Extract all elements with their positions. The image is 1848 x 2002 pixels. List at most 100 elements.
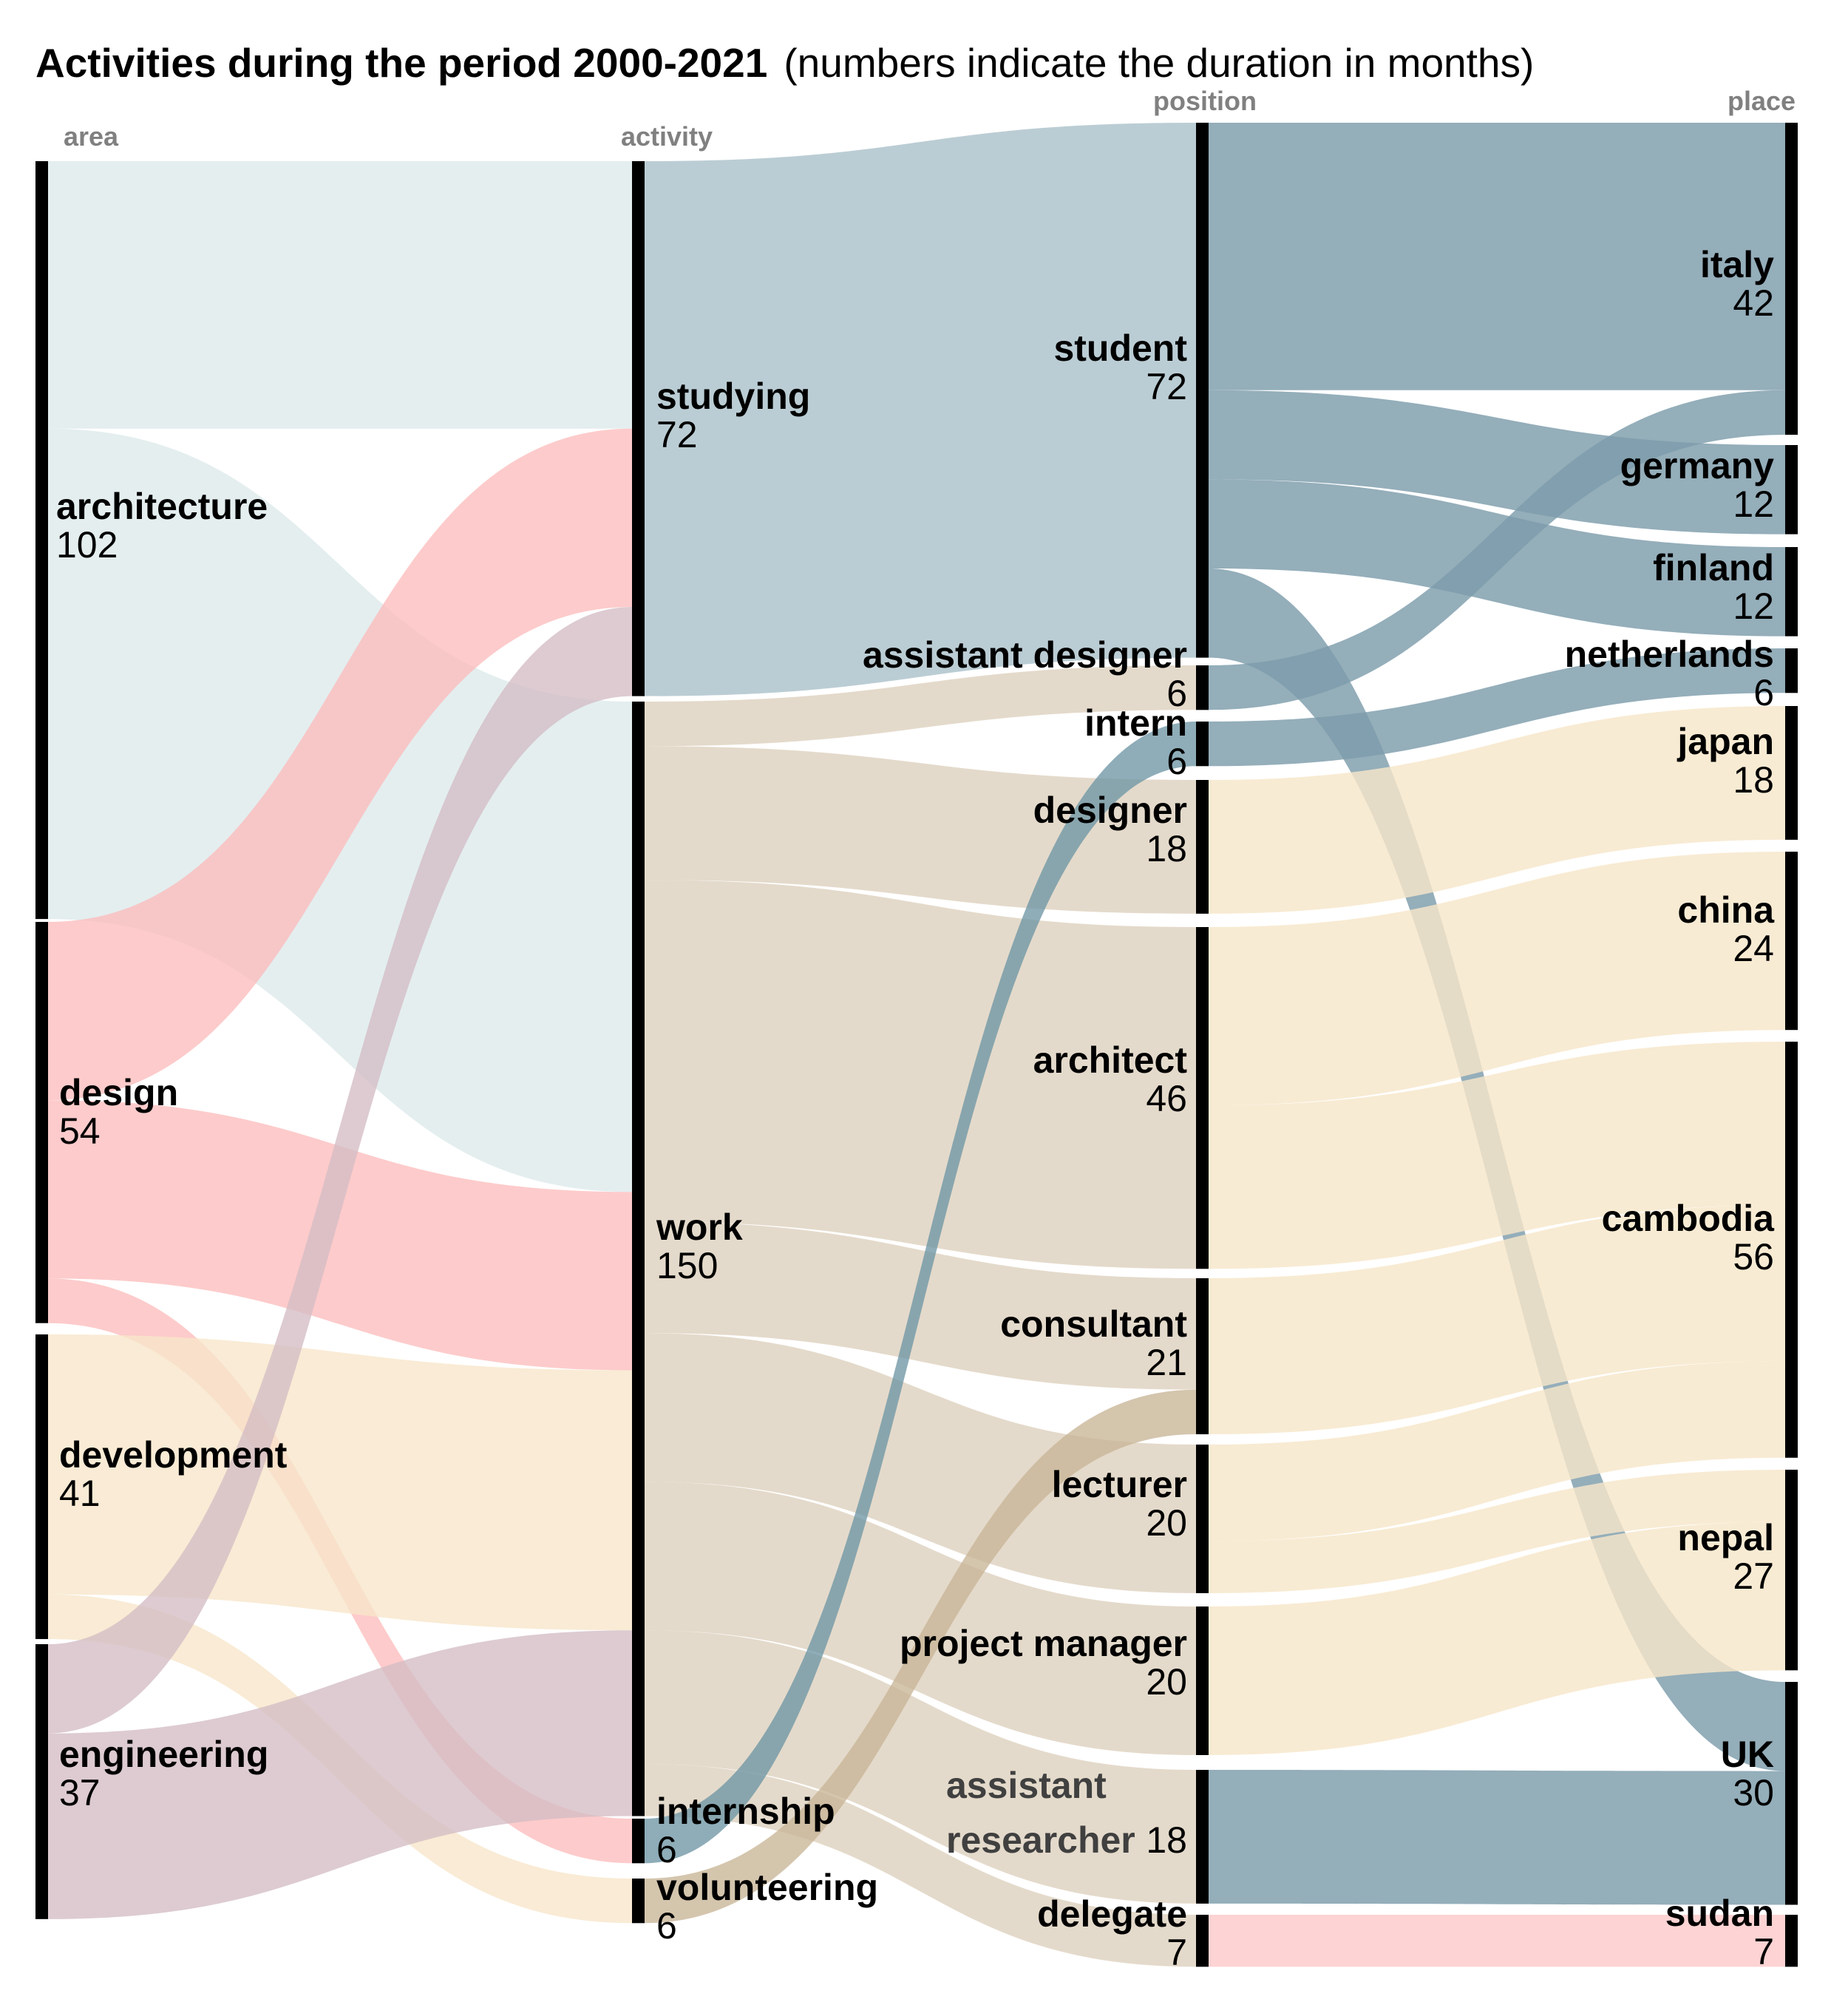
node-value-netherlands: 6 bbox=[1753, 672, 1774, 713]
node-value-china: 24 bbox=[1733, 928, 1774, 969]
node-label-japan: japan bbox=[1677, 721, 1774, 762]
node-bar-engineering bbox=[35, 1644, 48, 1919]
sankey-nodes bbox=[35, 123, 1798, 1967]
link-intern-to-netherlands bbox=[1209, 648, 1785, 767]
link-design-to-studying bbox=[48, 428, 632, 1101]
node-label-netherlands: netherlands bbox=[1565, 634, 1774, 675]
link-internship-to-intern bbox=[645, 722, 1196, 1864]
node-value-nepal: 27 bbox=[1733, 1555, 1774, 1597]
node-label-consultant: consultant bbox=[1000, 1303, 1187, 1345]
node-value-volunteering: 6 bbox=[656, 1905, 677, 1947]
node-label-student: student bbox=[1053, 328, 1187, 369]
link-studying-to-student bbox=[645, 123, 1196, 696]
node-value-sudan: 7 bbox=[1753, 1931, 1774, 1972]
sankey-links bbox=[48, 123, 1785, 1967]
node-label-assistant-researcher-line1: assistant bbox=[946, 1765, 1107, 1806]
node-label-assistant-researcher-line2: researcher bbox=[946, 1819, 1135, 1861]
node-value-development: 41 bbox=[59, 1473, 101, 1514]
link-work-to-assistant-designer bbox=[645, 665, 1196, 747]
node-bar-finland bbox=[1785, 547, 1798, 637]
node-label-design: design bbox=[59, 1072, 178, 1113]
node-value-studying: 72 bbox=[656, 414, 698, 455]
node-label-designer: designer bbox=[1033, 790, 1187, 831]
node-value-finland: 12 bbox=[1733, 586, 1774, 627]
node-bar-project-manager bbox=[1196, 1606, 1209, 1755]
node-value-cambodia: 56 bbox=[1733, 1236, 1774, 1277]
node-bar-assistant-researcher bbox=[1196, 1770, 1209, 1904]
node-label-work: work bbox=[656, 1207, 743, 1248]
link-design-to-work bbox=[48, 1100, 632, 1371]
node-bar-sudan bbox=[1785, 1915, 1798, 1967]
node-value-japan: 18 bbox=[1733, 759, 1774, 801]
node-value-design: 54 bbox=[59, 1110, 101, 1152]
column-label-activity: activity bbox=[621, 121, 713, 152]
node-label-volunteering: volunteering bbox=[656, 1867, 878, 1908]
node-label-architecture: architecture bbox=[56, 486, 268, 527]
chart-title-rest: (numbers indicate the duration in months… bbox=[784, 40, 1534, 86]
link-lecturer-to-cambodia bbox=[1209, 1361, 1785, 1541]
node-label-germany: germany bbox=[1620, 445, 1775, 486]
node-bar-development bbox=[35, 1334, 48, 1640]
link-architecture-to-studying bbox=[48, 161, 632, 429]
link-work-to-lecturer bbox=[645, 1333, 1196, 1593]
link-development-to-work bbox=[48, 1334, 632, 1631]
link-designer-to-japan bbox=[1209, 706, 1785, 914]
node-value-internship: 6 bbox=[656, 1829, 677, 1870]
node-bar-assistant-designer bbox=[1196, 665, 1209, 710]
node-label-sudan: sudan bbox=[1665, 1893, 1774, 1934]
node-bar-design bbox=[35, 922, 48, 1323]
node-value-italy: 42 bbox=[1733, 282, 1774, 324]
node-label-italy: italy bbox=[1700, 244, 1774, 285]
node-bar-internship bbox=[632, 1819, 645, 1864]
node-bar-studying bbox=[632, 161, 645, 696]
node-bar-nepal bbox=[1785, 1470, 1798, 1671]
link-engineering-to-work bbox=[48, 1630, 632, 1919]
node-value-engineering: 37 bbox=[59, 1772, 101, 1813]
link-architect-to-china bbox=[1209, 852, 1785, 1106]
node-label-engineering: engineering bbox=[59, 1734, 268, 1775]
node-label-china: china bbox=[1677, 889, 1775, 931]
node-value-delegate: 7 bbox=[1166, 1932, 1187, 1973]
link-work-to-assistant-researcher bbox=[645, 1630, 1196, 1904]
node-value-project-manager: 20 bbox=[1146, 1661, 1187, 1703]
link-engineering-to-studying bbox=[48, 607, 632, 1734]
node-label-internship: internship bbox=[656, 1791, 835, 1832]
link-work-to-delegate bbox=[645, 1764, 1196, 1967]
node-bar-japan bbox=[1785, 706, 1798, 840]
node-value-work: 150 bbox=[656, 1245, 718, 1286]
column-label-position: position bbox=[1153, 86, 1257, 116]
node-label-cambodia: cambodia bbox=[1602, 1198, 1776, 1239]
link-student-to-germany bbox=[1209, 390, 1785, 535]
link-assistant-researcher-to-uk bbox=[1209, 1770, 1785, 1905]
node-bar-china bbox=[1785, 852, 1798, 1031]
node-label-project-manager: project manager bbox=[900, 1623, 1187, 1664]
link-lecturer-to-nepal bbox=[1209, 1470, 1785, 1593]
node-bar-intern bbox=[1196, 722, 1209, 767]
node-bar-designer bbox=[1196, 780, 1209, 914]
node-bar-volunteering bbox=[632, 1879, 645, 1924]
node-label-development: development bbox=[59, 1434, 288, 1476]
link-consultant-to-cambodia bbox=[1209, 1205, 1785, 1435]
node-bar-lecturer bbox=[1196, 1445, 1209, 1593]
node-value-assistant-researcher: 18 bbox=[1146, 1819, 1187, 1861]
node-bar-uk bbox=[1785, 1682, 1798, 1905]
node-value-uk: 30 bbox=[1733, 1772, 1774, 1813]
node-label-uk: UK bbox=[1721, 1734, 1774, 1775]
node-value-designer: 18 bbox=[1146, 828, 1187, 869]
node-bar-cambodia bbox=[1785, 1042, 1798, 1458]
column-label-place: place bbox=[1728, 86, 1796, 116]
node-label-lecturer: lecturer bbox=[1052, 1464, 1187, 1505]
node-label-delegate: delegate bbox=[1037, 1893, 1187, 1935]
node-value-architect: 46 bbox=[1146, 1078, 1187, 1119]
chart-title: Activities during the period 2000-2021 (… bbox=[35, 40, 1534, 86]
link-work-to-project-manager bbox=[645, 1482, 1196, 1755]
node-bar-germany bbox=[1785, 445, 1798, 535]
node-value-lecturer: 20 bbox=[1146, 1502, 1187, 1544]
node-label-architect: architect bbox=[1033, 1039, 1188, 1081]
node-value-architecture: 102 bbox=[56, 524, 118, 566]
node-bar-italy bbox=[1785, 123, 1798, 435]
node-label-studying: studying bbox=[656, 376, 810, 417]
link-work-to-architect bbox=[645, 880, 1196, 1269]
